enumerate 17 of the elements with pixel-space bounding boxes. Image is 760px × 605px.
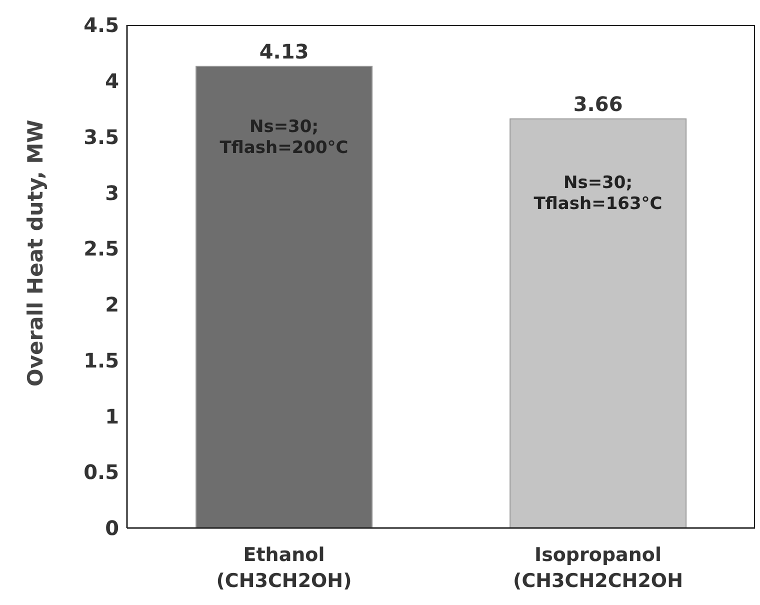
data-label: 3.66 bbox=[573, 92, 623, 116]
annotation: Ns=30; Tflash=163°C bbox=[534, 172, 662, 214]
y-tick-label: 1.5 bbox=[84, 348, 119, 372]
annotation: Ns=30; Tflash=200°C bbox=[220, 117, 348, 158]
x-tick-label: Ethanol (CH3CH2OH) bbox=[216, 544, 352, 592]
y-tick-label: 0.5 bbox=[84, 460, 119, 484]
y-tick-label: 1 bbox=[105, 404, 119, 428]
x-tick-label: Isopropanol (CH3CH2CH2OH bbox=[513, 544, 683, 592]
data-label: 4.13 bbox=[259, 39, 309, 64]
y-axis-title: Overall Heat duty, MW bbox=[23, 120, 48, 386]
y-tick-label: 2 bbox=[105, 292, 119, 317]
y-tick-label: 4.5 bbox=[84, 13, 119, 38]
y-tick-label: 4 bbox=[105, 68, 119, 93]
y-tick-label: 2.5 bbox=[84, 236, 119, 261]
y-tick-label: 3.5 bbox=[84, 124, 119, 149]
y-tick-label: 0 bbox=[105, 516, 119, 540]
y-tick-label: 3 bbox=[105, 180, 119, 205]
